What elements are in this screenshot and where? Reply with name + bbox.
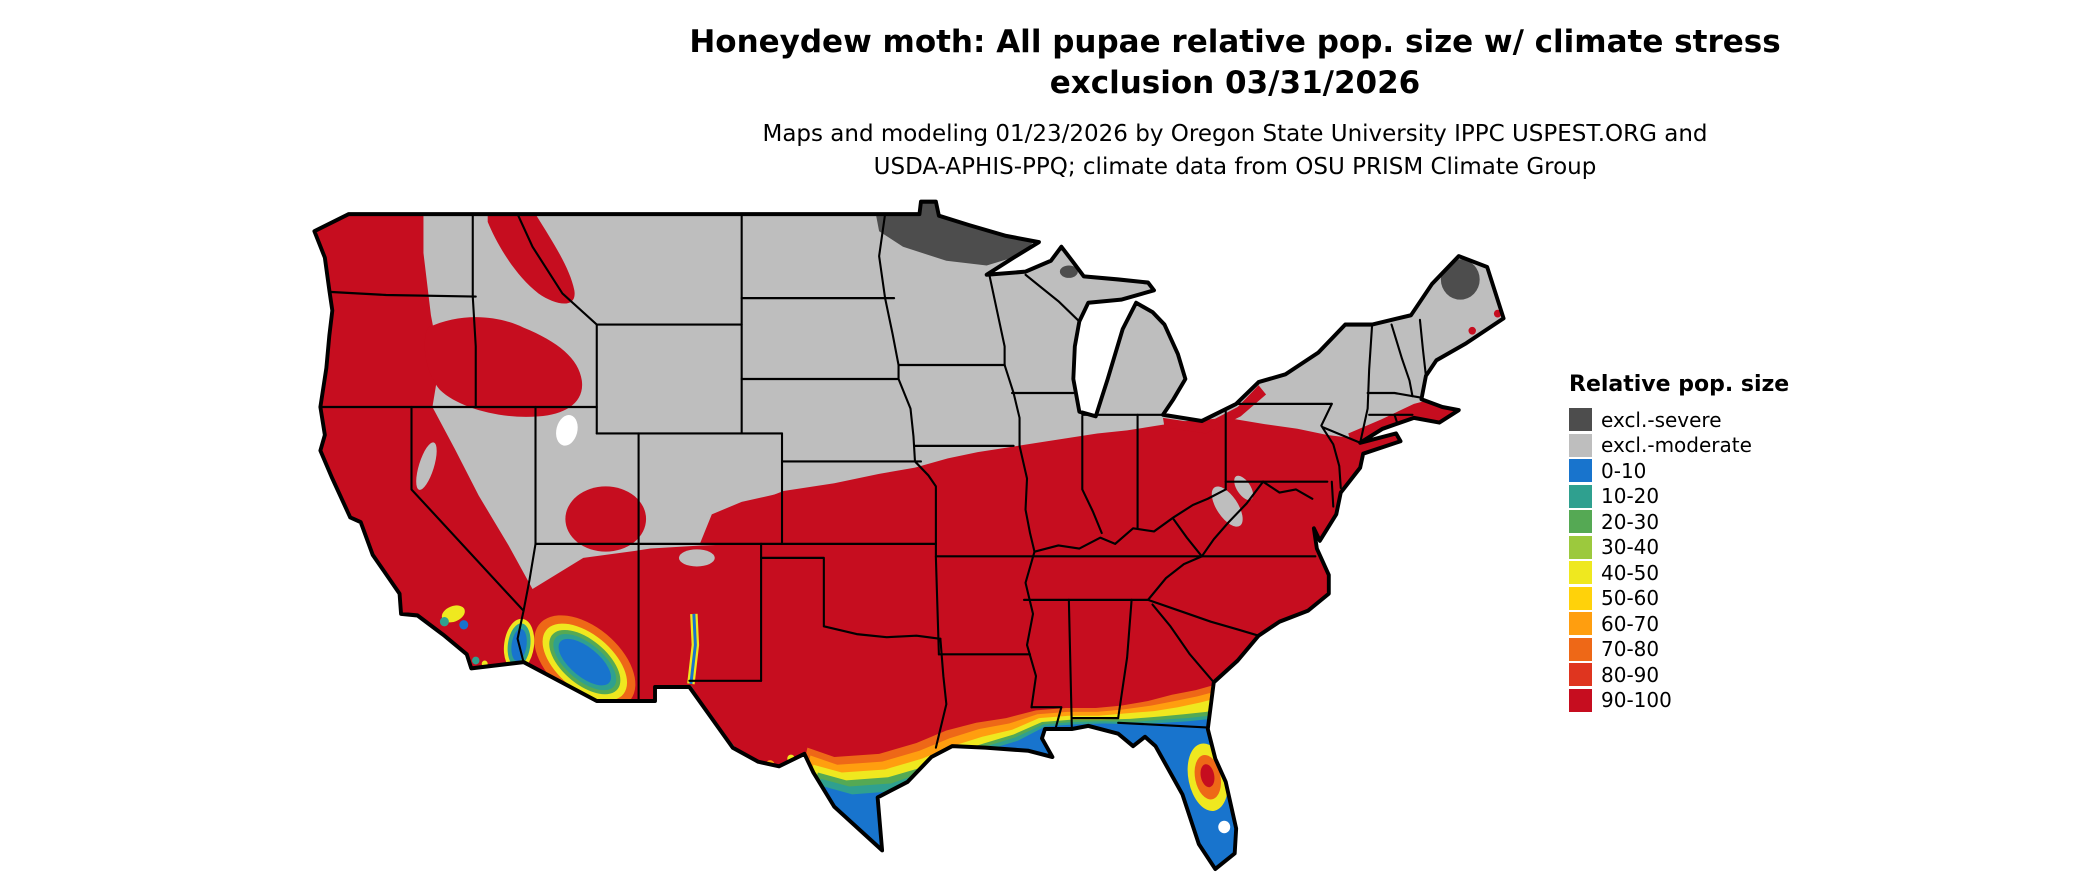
us-population-map [289,183,1529,883]
legend-swatch [1569,612,1592,636]
map-red-patches [424,214,1502,552]
legend-item: 90-100 [1569,688,1789,714]
legend-title: Relative pop. size [1569,372,1790,397]
legend-label: 90-100 [1601,688,1672,713]
legend-item: excl.-severe [1569,407,1789,433]
legend-item: 10-20 [1569,484,1789,510]
us-outline [312,199,1506,872]
map-title: Honeydew moth: All pupae relative pop. s… [390,22,2080,104]
legend-item: 0-10 [1569,458,1789,484]
us-map-svg [312,199,1506,872]
legend-swatch [1569,408,1592,432]
legend-label: 80-90 [1601,662,1660,687]
legend-item: 70-80 [1569,637,1789,663]
legend: Relative pop. size excl.-severe excl.-mod… [1569,372,1789,713]
map-region-excl-severe [876,201,1480,300]
legend-item: 60-70 [1569,611,1789,637]
legend-label: 20-30 [1601,509,1660,534]
map-subtitle-line2: USDA-APHIS-PPQ; climate data from OSU PR… [873,153,1597,180]
legend-swatch [1569,586,1592,610]
map-title-line2: exclusion 03/31/2026 [1049,64,1421,101]
legend-swatch [1569,510,1592,534]
legend-swatch [1569,433,1592,457]
legend-swatch [1569,688,1592,712]
legend-label: excl.-moderate [1601,433,1752,458]
legend-swatch [1569,663,1592,687]
legend-swatch [1569,561,1592,585]
legend-item: 40-50 [1569,560,1789,586]
legend-item: 80-90 [1569,662,1789,688]
map-title-line1: Honeydew moth: All pupae relative pop. s… [689,24,1781,60]
legend-swatch [1569,535,1592,559]
legend-label: 0-10 [1601,458,1647,483]
map-lakes [556,415,1231,834]
map-subtitle-line1: Maps and modeling 01/23/2026 by Oregon S… [762,121,1708,147]
legend-swatch [1569,484,1592,508]
legend-swatch [1569,637,1592,661]
state-borders [319,213,1427,749]
legend-item: 30-40 [1569,535,1789,561]
legend-swatch [1569,459,1592,483]
legend-item: 50-60 [1569,586,1789,612]
legend-label: 30-40 [1601,535,1660,560]
legend-item: excl.-moderate [1569,433,1789,459]
legend-label: excl.-severe [1601,407,1722,432]
legend-label: 40-50 [1601,560,1660,585]
legend-label: 10-20 [1601,484,1660,509]
legend-items: excl.-severe excl.-moderate 0-10 10-20 20-30… [1569,407,1789,713]
legend-label: 70-80 [1601,637,1660,662]
legend-label: 60-70 [1601,611,1660,636]
legend-label: 50-60 [1601,586,1660,611]
legend-item: 20-30 [1569,509,1789,535]
map-subtitle: Maps and modeling 01/23/2026 by Oregon S… [390,118,2080,183]
